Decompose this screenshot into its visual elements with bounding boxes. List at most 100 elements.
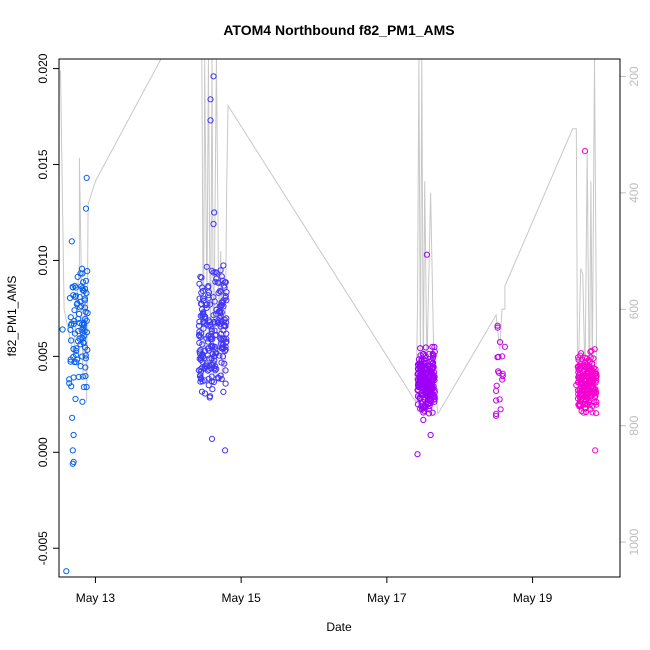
data-point <box>583 355 591 362</box>
data-point <box>493 397 500 404</box>
data-point <box>72 294 79 301</box>
data-point <box>430 375 437 382</box>
x-tick-label: May 15 <box>221 591 261 605</box>
data-point <box>199 287 207 295</box>
data-point <box>199 284 206 291</box>
data-point <box>83 329 91 336</box>
data-point <box>575 369 582 376</box>
data-point <box>575 373 582 380</box>
data-point <box>196 355 203 362</box>
data-point <box>195 322 203 329</box>
data-point <box>222 339 230 346</box>
data-point <box>221 360 228 367</box>
data-point <box>63 568 70 575</box>
data-point <box>200 325 207 332</box>
data-point <box>493 412 500 419</box>
data-point <box>210 220 217 228</box>
data-point <box>212 278 219 285</box>
data-point <box>83 174 90 181</box>
data-point <box>582 383 589 390</box>
data-point <box>496 339 504 346</box>
data-point <box>212 367 219 374</box>
data-point <box>422 404 429 411</box>
data-point <box>429 343 436 350</box>
data-point <box>218 375 225 383</box>
data-point <box>592 447 599 454</box>
x-axis-label: Date <box>326 620 352 634</box>
data-point <box>205 382 212 389</box>
data-point <box>588 347 595 354</box>
data-point <box>416 383 423 390</box>
data-point <box>420 404 427 411</box>
data-point <box>501 343 508 350</box>
data-point <box>580 372 587 379</box>
data-point <box>218 299 225 306</box>
data-point <box>79 373 86 380</box>
data-point <box>591 346 598 353</box>
data-point <box>84 346 91 353</box>
data-point <box>80 279 87 286</box>
data-point <box>222 447 229 454</box>
data-point <box>222 367 229 374</box>
data-point <box>592 386 599 393</box>
data-point <box>217 312 224 319</box>
data-point <box>582 408 590 416</box>
data-point <box>592 392 599 399</box>
data-point <box>431 396 438 403</box>
data-point <box>206 301 213 308</box>
data-point <box>499 376 506 383</box>
data-point <box>581 148 589 155</box>
data-point <box>223 315 230 322</box>
data-point <box>212 346 219 353</box>
data-point <box>574 395 582 402</box>
data-point <box>589 409 596 416</box>
data-point <box>69 414 76 421</box>
data-point <box>581 380 588 387</box>
axes-layer: May 13 May 15 May 17 May 19 -0.005 0.000 0.005… <box>36 53 641 605</box>
data-point <box>494 322 501 329</box>
data-point <box>79 398 86 405</box>
data-point <box>493 410 500 417</box>
data-point <box>73 345 80 352</box>
data-point <box>219 345 226 352</box>
data-point <box>575 391 582 398</box>
data-point <box>196 328 203 335</box>
data-point <box>203 304 210 311</box>
data-point <box>427 370 434 377</box>
data-point <box>195 367 202 374</box>
data-point <box>211 209 218 216</box>
data-point <box>70 458 77 465</box>
right-y-tick-label: 800 <box>627 415 641 435</box>
data-point <box>199 341 206 348</box>
y-tick-label: 0.015 <box>36 149 50 179</box>
data-point <box>82 308 89 315</box>
y-tick-label: 0.000 <box>36 437 50 467</box>
data-point <box>83 383 90 391</box>
data-point <box>199 378 206 385</box>
data-point <box>78 283 85 290</box>
right-y-tick-label: 400 <box>627 183 641 203</box>
data-point <box>588 378 595 385</box>
y-tick-label: 0.020 <box>36 53 50 83</box>
data-point <box>427 382 434 389</box>
data-point <box>70 374 77 381</box>
data-point <box>496 396 503 403</box>
data-point <box>494 324 501 331</box>
data-point <box>214 374 222 381</box>
data-point <box>71 330 79 337</box>
data-point <box>499 372 506 380</box>
data-point <box>68 337 75 344</box>
data-point <box>207 117 214 124</box>
data-point <box>67 314 74 321</box>
data-point <box>198 388 206 395</box>
data-point <box>72 395 79 403</box>
data-point <box>210 73 217 80</box>
data-point <box>495 353 502 360</box>
data-point <box>428 364 435 371</box>
data-point <box>220 388 227 395</box>
data-point <box>217 267 224 274</box>
data-point <box>215 289 222 296</box>
data-point <box>212 363 219 370</box>
data-point <box>197 347 204 354</box>
right-y-tick-label: 600 <box>627 299 641 319</box>
